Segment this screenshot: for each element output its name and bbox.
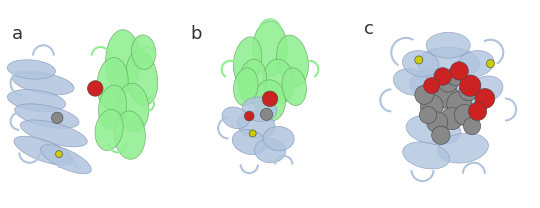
Circle shape: [420, 106, 437, 124]
Circle shape: [459, 82, 478, 101]
Circle shape: [450, 62, 468, 80]
Circle shape: [415, 85, 434, 104]
Ellipse shape: [253, 21, 287, 76]
Ellipse shape: [430, 93, 485, 123]
Circle shape: [245, 111, 254, 121]
Circle shape: [434, 68, 451, 85]
Ellipse shape: [276, 35, 308, 87]
Circle shape: [487, 59, 495, 68]
Ellipse shape: [126, 51, 158, 105]
Circle shape: [441, 108, 463, 130]
Ellipse shape: [263, 126, 294, 151]
Circle shape: [460, 75, 481, 96]
Circle shape: [447, 67, 465, 86]
Ellipse shape: [132, 35, 156, 69]
Ellipse shape: [98, 85, 126, 130]
Circle shape: [438, 72, 458, 92]
Text: c: c: [364, 20, 374, 37]
Circle shape: [475, 89, 495, 108]
Ellipse shape: [8, 89, 66, 112]
Circle shape: [262, 91, 278, 106]
Ellipse shape: [402, 51, 439, 77]
Ellipse shape: [233, 68, 258, 106]
Circle shape: [463, 117, 481, 135]
Ellipse shape: [467, 76, 503, 103]
Circle shape: [423, 78, 440, 94]
Circle shape: [56, 151, 63, 158]
Ellipse shape: [410, 69, 468, 102]
Ellipse shape: [13, 72, 74, 95]
Ellipse shape: [232, 130, 266, 155]
Ellipse shape: [457, 51, 494, 77]
Ellipse shape: [417, 47, 480, 80]
Ellipse shape: [437, 133, 488, 163]
Ellipse shape: [242, 97, 277, 121]
Ellipse shape: [15, 104, 79, 128]
Ellipse shape: [237, 111, 275, 139]
Ellipse shape: [426, 32, 470, 58]
Circle shape: [420, 94, 443, 117]
Ellipse shape: [114, 111, 145, 159]
Ellipse shape: [14, 136, 73, 165]
Circle shape: [427, 112, 448, 133]
Ellipse shape: [222, 107, 249, 129]
Ellipse shape: [40, 145, 91, 174]
Ellipse shape: [118, 83, 149, 132]
Text: a: a: [12, 25, 23, 42]
Circle shape: [260, 108, 273, 120]
Ellipse shape: [394, 69, 429, 95]
Ellipse shape: [282, 68, 307, 106]
Circle shape: [468, 102, 487, 120]
Ellipse shape: [21, 120, 87, 147]
Ellipse shape: [263, 59, 294, 104]
Ellipse shape: [406, 115, 461, 145]
Ellipse shape: [403, 142, 450, 169]
Ellipse shape: [254, 139, 286, 163]
Ellipse shape: [254, 80, 286, 121]
Circle shape: [431, 82, 458, 108]
Text: b: b: [191, 25, 202, 42]
Circle shape: [447, 92, 472, 116]
Circle shape: [87, 81, 103, 96]
Ellipse shape: [97, 57, 128, 109]
Ellipse shape: [239, 59, 267, 104]
Ellipse shape: [7, 60, 56, 79]
Ellipse shape: [95, 109, 123, 150]
Ellipse shape: [233, 37, 262, 85]
Ellipse shape: [106, 30, 140, 92]
Circle shape: [454, 105, 475, 125]
Circle shape: [415, 56, 423, 64]
Circle shape: [51, 112, 63, 124]
Circle shape: [249, 130, 256, 137]
Circle shape: [431, 126, 450, 144]
